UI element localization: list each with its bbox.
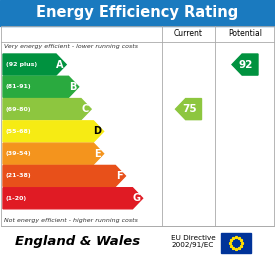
Text: England & Wales: England & Wales (15, 236, 140, 248)
Text: F: F (116, 171, 122, 181)
Text: (39-54): (39-54) (6, 151, 32, 156)
Bar (0, 0, 275, 26)
Bar (221, 233, 251, 253)
Text: 92: 92 (239, 60, 253, 70)
Polygon shape (3, 99, 91, 120)
Text: 75: 75 (182, 104, 197, 114)
Text: (92 plus): (92 plus) (6, 62, 37, 67)
Text: (81-91): (81-91) (6, 84, 32, 89)
Text: Current: Current (174, 29, 203, 38)
Text: (69-80): (69-80) (6, 107, 32, 112)
Polygon shape (232, 54, 258, 75)
Text: Very energy efficient - lower running costs: Very energy efficient - lower running co… (4, 44, 138, 49)
Text: B: B (69, 82, 76, 92)
Text: Energy Efficiency Rating: Energy Efficiency Rating (36, 5, 239, 20)
Bar (1, 26, 274, 226)
Text: (21-38): (21-38) (6, 173, 32, 179)
Text: E: E (94, 149, 101, 159)
Polygon shape (3, 165, 125, 187)
Text: (55-68): (55-68) (6, 129, 32, 134)
Text: Not energy efficient - higher running costs: Not energy efficient - higher running co… (4, 218, 138, 223)
Polygon shape (175, 99, 202, 120)
Polygon shape (3, 54, 66, 75)
Polygon shape (3, 143, 104, 164)
Text: A: A (56, 60, 64, 70)
Text: C: C (81, 104, 89, 114)
Text: G: G (132, 193, 140, 203)
Text: D: D (93, 126, 101, 136)
Polygon shape (3, 121, 104, 142)
Text: Potential: Potential (228, 29, 262, 38)
Polygon shape (3, 188, 143, 209)
Polygon shape (3, 76, 79, 97)
Text: (1-20): (1-20) (6, 196, 27, 201)
Text: EU Directive
2002/91/EC: EU Directive 2002/91/EC (170, 236, 215, 248)
